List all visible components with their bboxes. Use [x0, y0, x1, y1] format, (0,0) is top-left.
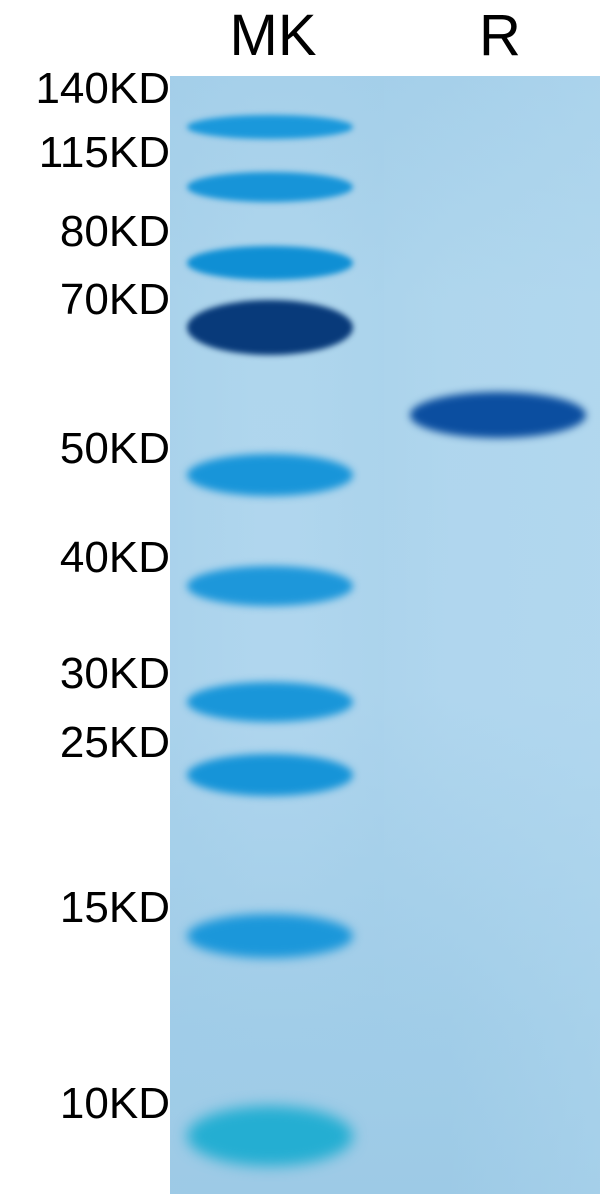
mw-label: 40KD [2, 533, 170, 583]
lane-header-sample: R [450, 2, 550, 69]
mw-label: 140KD [2, 64, 170, 114]
sds-page-gel-figure: MK R 140KD 115KD 80KD 70KD 50KD 40KD 30KD 25KD 1… [0, 0, 600, 1194]
mw-label: 25KD [2, 718, 170, 768]
gel-shade-mid [384, 76, 600, 1194]
mw-label: 15KD [2, 883, 170, 933]
marker-band [187, 754, 353, 796]
lane-header-marker: MK [198, 2, 348, 69]
marker-band [187, 246, 353, 280]
mw-label: 80KD [2, 207, 170, 257]
sample-band [410, 392, 586, 438]
mw-label: 115KD [2, 128, 170, 178]
marker-band [187, 300, 353, 355]
marker-band [187, 914, 353, 958]
marker-band [187, 1106, 353, 1166]
marker-band [187, 682, 353, 722]
mw-label: 10KD [2, 1079, 170, 1129]
marker-band [187, 454, 353, 496]
gel-region [170, 76, 600, 1194]
gel-shade-left [170, 76, 384, 1194]
marker-band [187, 172, 353, 202]
mw-label: 30KD [2, 649, 170, 699]
mw-label: 70KD [2, 275, 170, 325]
mw-label: 50KD [2, 424, 170, 474]
marker-band [187, 566, 353, 606]
marker-band [187, 115, 353, 139]
